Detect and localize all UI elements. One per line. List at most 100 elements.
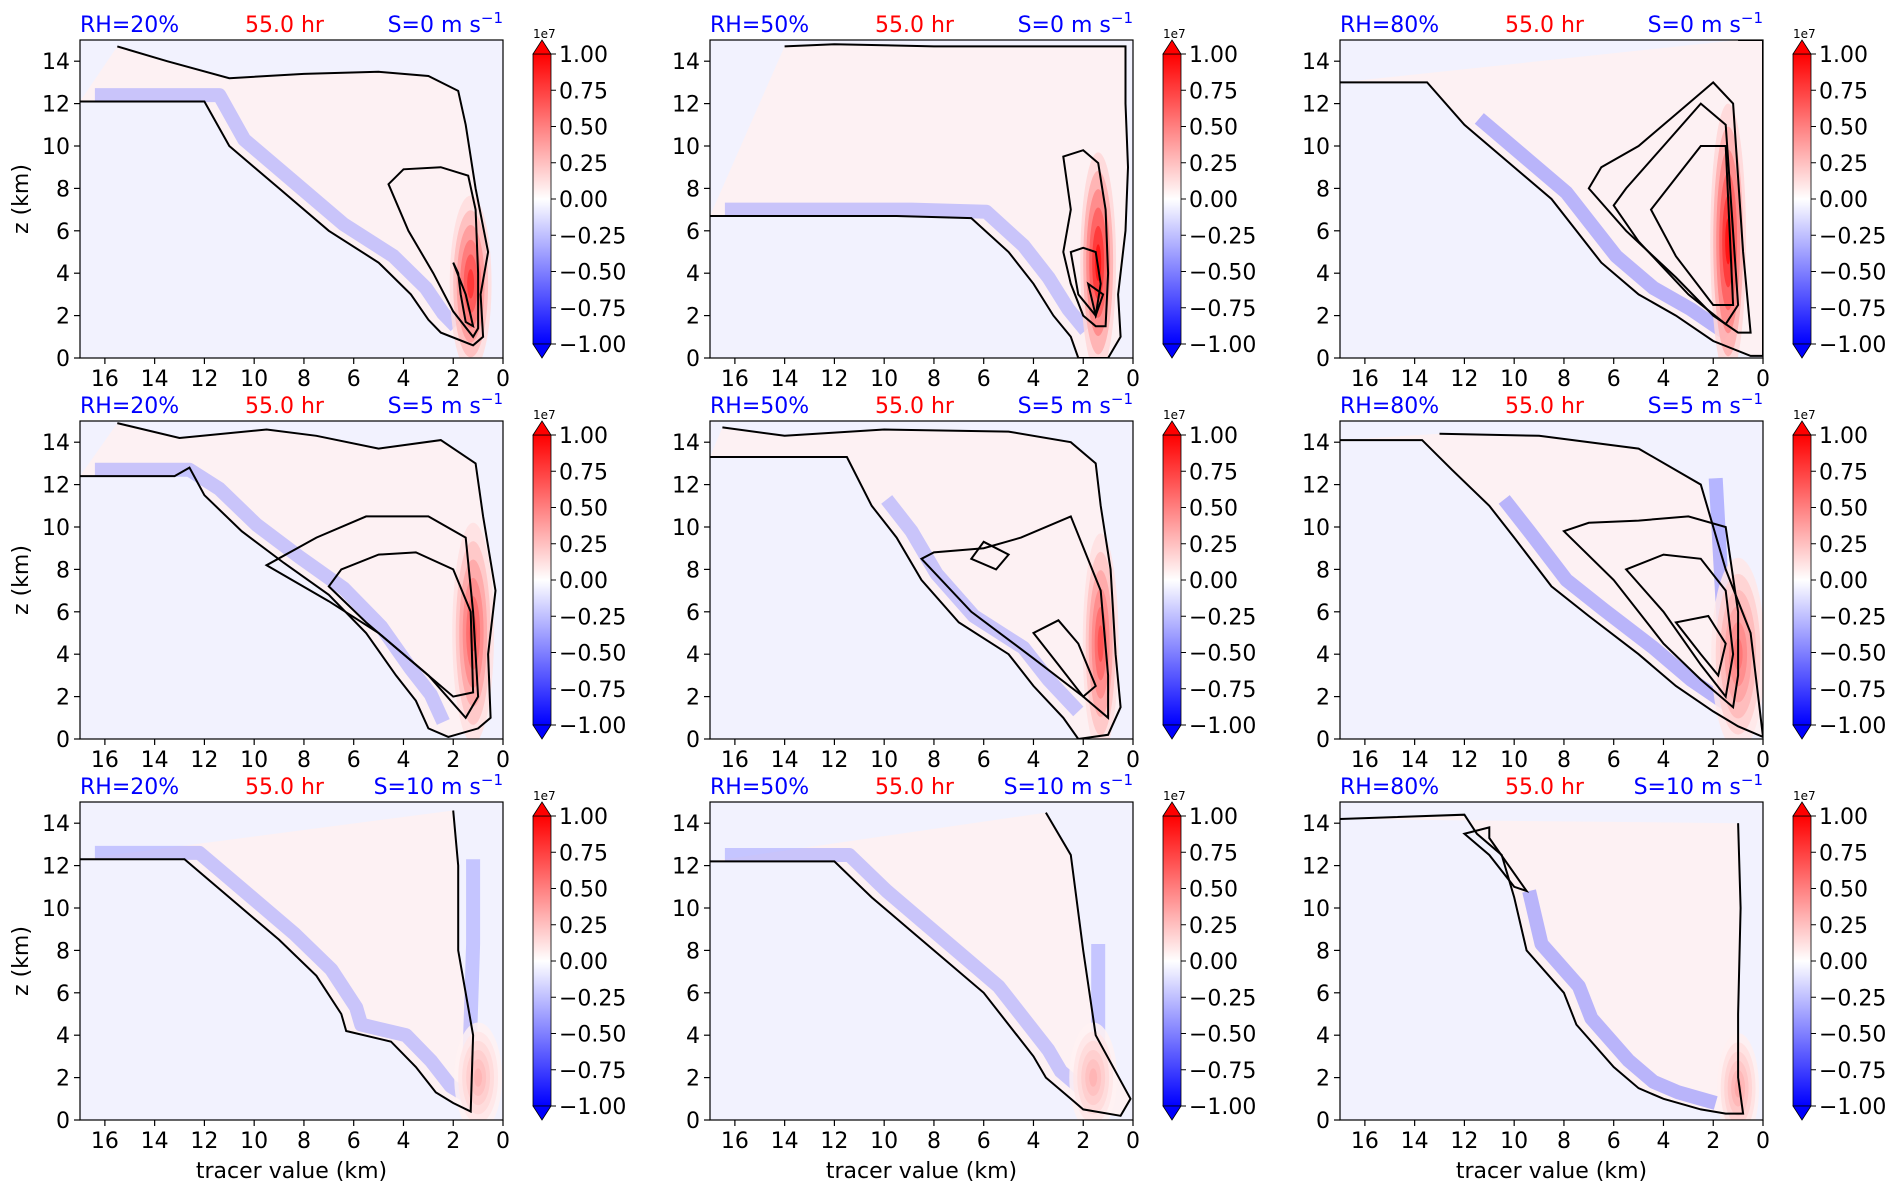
x-tick-label: 2 [1076,1129,1090,1154]
y-tick-label: 12 [672,855,700,880]
y-tick-label: 2 [56,686,70,711]
colorbar-tick-label: 0.50 [1189,116,1238,141]
x-tick-label: 12 [190,367,218,392]
colorbar-tick-label: −0.25 [1189,605,1256,630]
x-tick-label: 14 [1401,1129,1429,1154]
colorbar-tick-label: 1.00 [1819,43,1868,68]
rh-title: RH=20% [80,13,179,38]
colorbar-tick-label: 1.00 [1189,805,1238,830]
colorbar-tick-label: −0.75 [559,1059,626,1084]
colorbar-tick-label: 0.50 [1189,497,1238,522]
time-title: 55.0 hr [875,775,955,800]
y-tick-label: 0 [686,347,700,372]
shear-title: S=10 m s−1 [1634,771,1763,800]
y-tick-label: 4 [1316,643,1330,668]
x-tick-label: 14 [771,748,799,773]
colorbar-tick-label: −0.25 [1189,986,1256,1011]
colorbar-tick-label: 1.00 [559,805,608,830]
x-tick-label: 16 [1351,1129,1379,1154]
colorbar-extend-max [1162,420,1182,436]
colorbar-tick-label: −0.25 [559,224,626,249]
x-tick-label: 6 [347,1129,361,1154]
contour-inner [264,515,480,720]
colorbar-tick-label: 0.50 [1189,878,1238,903]
contour-outer [80,422,497,738]
x-tick-label: 10 [240,1129,268,1154]
rh-title: RH=20% [80,775,179,800]
field-positive-area [710,812,1131,1116]
contour-inner [452,262,475,329]
panel-frame [1339,801,1764,1121]
panel-r2-c1: 16 14 12 10 8 6 4 2 0 0 2 4 6 8 10 12 14 RH=50% 55.0 hr S=1… [672,771,1256,1184]
rh-title: RH=50% [710,13,809,38]
colorbar-tick-label: 0.25 [559,914,608,939]
x-tick-label: 0 [1126,367,1140,392]
colorbar-tick-label: 0.00 [1189,188,1238,213]
field-negative-band [724,202,1092,335]
colorbar-tick-label: 0.00 [559,569,608,594]
y-tick-label: 12 [672,93,700,118]
x-tick-label: 16 [1351,748,1379,773]
colorbar-tick-label: 0.75 [559,79,608,104]
shear-title: S=5 m s−1 [1648,390,1763,419]
panel-r2-c2: 16 14 12 10 8 6 4 2 0 0 2 4 6 8 10 12 14 RH=80% 55.0 hr S=1… [1302,771,1886,1184]
y-tick-label: 0 [56,347,70,372]
colorbar-extend-min [1162,1105,1182,1121]
x-tick-label: 2 [1706,1129,1720,1154]
field-negative-band [881,495,1084,717]
colorbar-tick-label: −1.00 [1819,333,1886,358]
x-tick-label: 8 [1557,748,1571,773]
colorbar-tick-label: −0.50 [1189,261,1256,286]
y-tick-label: 14 [1302,50,1330,75]
time-title: 55.0 hr [245,775,325,800]
x-tick-label: 6 [977,1129,991,1154]
colorbar-tick-label: 0.75 [1819,79,1868,104]
colorbar-tick-label: 0.25 [559,533,608,558]
contour-inner [1587,81,1752,334]
y-tick-label: 4 [56,262,70,287]
contour-inner [969,540,1011,571]
shear-title: S=0 m s−1 [1018,9,1133,38]
contour-inner [387,166,480,339]
colorbar-offset-label: 1e7 [1163,789,1186,803]
panel-r0-c1: 16 14 12 10 8 6 4 2 0 0 2 4 6 8 10 12 14 RH=50% 55.0 hr S=0… [672,9,1256,392]
x-tick-label: 12 [1450,748,1478,773]
x-tick-label: 10 [1500,748,1528,773]
field-layer [1340,432,1763,739]
panel-frame [1339,420,1764,740]
y-tick-label: 0 [1316,1109,1330,1134]
x-tick-label: 10 [870,367,898,392]
colorbar-offset-label: 1e7 [1793,408,1816,422]
y-tick-label: 2 [686,1067,700,1092]
colorbar-offset-label: 1e7 [533,408,556,422]
time-title: 55.0 hr [1505,394,1585,419]
x-tick-label: 10 [240,748,268,773]
y-tick-label: 8 [56,939,70,964]
y-tick-label: 0 [56,728,70,753]
colorbar-tick-label: 0.00 [559,188,608,213]
colorbar-tick-label: 0.50 [1819,878,1868,903]
colorbar-offset-label: 1e7 [1793,789,1816,803]
x-tick-label: 10 [1500,367,1528,392]
y-axis-label: z (km) [9,164,34,234]
x-tick-label: 12 [820,367,848,392]
y-tick-label: 6 [686,220,700,245]
time-title: 55.0 hr [245,13,325,38]
x-tick-label: 16 [91,1129,119,1154]
colorbar-extend-min [1162,724,1182,740]
shear-title: S=5 m s−1 [1018,390,1133,419]
y-tick-label: 10 [1302,516,1330,541]
panel-frame [79,801,504,1121]
field-positive-area [80,46,489,346]
colorbar-tick-label: 0.75 [1189,841,1238,866]
y-tick-label: 2 [56,305,70,330]
colorbar-tick-label: −1.00 [1189,1095,1256,1120]
field-red-core [467,269,475,299]
y-tick-label: 6 [56,982,70,1007]
x-tick-label: 0 [1756,748,1770,773]
y-tick-label: 4 [686,643,700,668]
x-tick-label: 8 [297,1129,311,1154]
contour-inner [1624,553,1735,699]
colorbar: −1.00 −0.75 −0.50 −0.25 0.00 0.25 0.50 0.75 1.00… [532,27,626,359]
x-tick-label: 2 [1076,367,1090,392]
